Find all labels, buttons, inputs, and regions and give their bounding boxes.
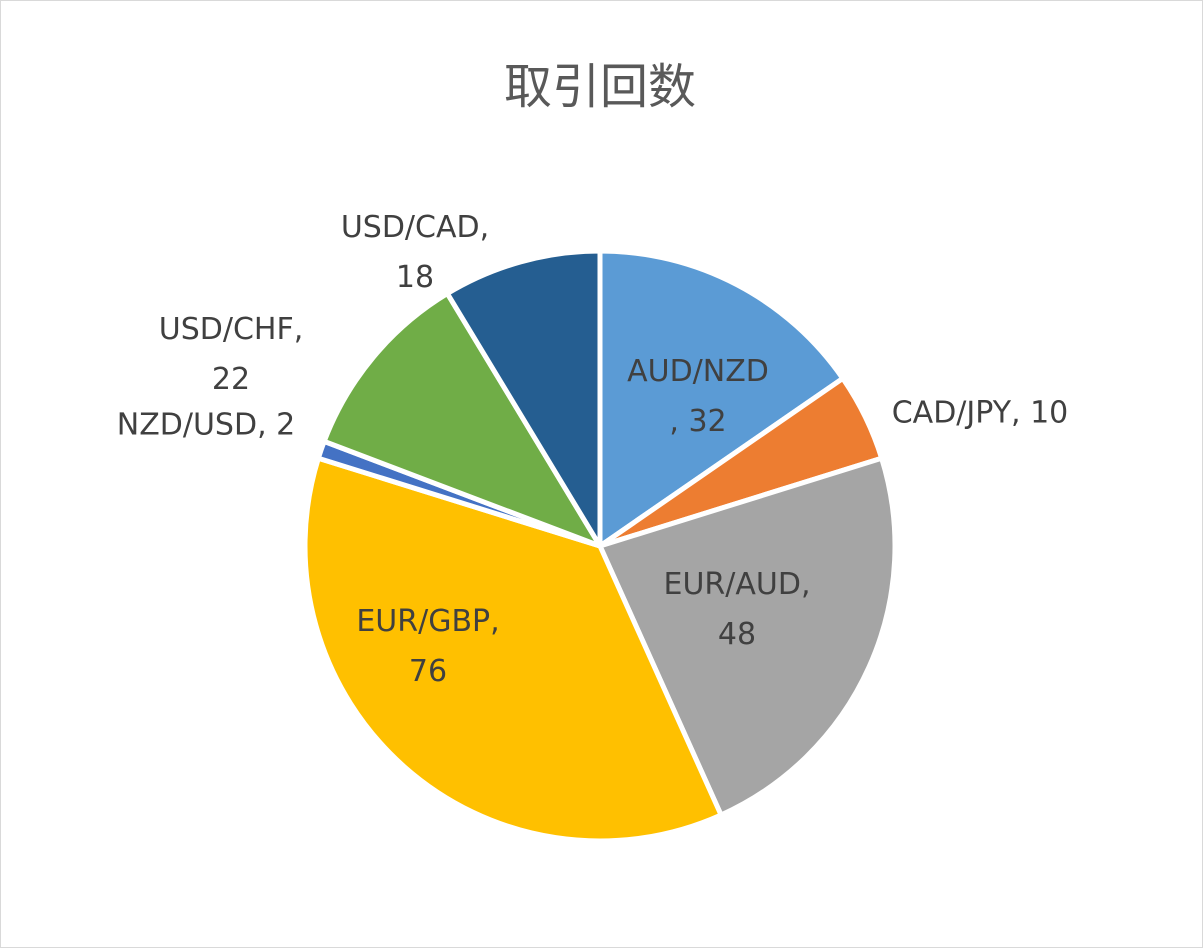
data-label: EUR/AUD, 48 (664, 567, 811, 652)
data-label: EUR/GBP, 76 (356, 604, 499, 689)
data-label: USD/CAD, 18 (341, 210, 489, 295)
pie-slice (302, 455, 724, 844)
pie-slice (597, 248, 846, 549)
pie-slice (444, 248, 603, 549)
data-label: USD/CHF, 22 (159, 312, 304, 397)
data-label: AUD/NZD, 32 (627, 354, 769, 439)
data-label: NZD/USD, 2 (117, 408, 295, 443)
pie-slice (597, 455, 898, 818)
pie-slice (321, 291, 603, 549)
data-label: CAD/JPY, 10 (892, 396, 1069, 431)
chart-title: 取引回数 (504, 59, 696, 115)
